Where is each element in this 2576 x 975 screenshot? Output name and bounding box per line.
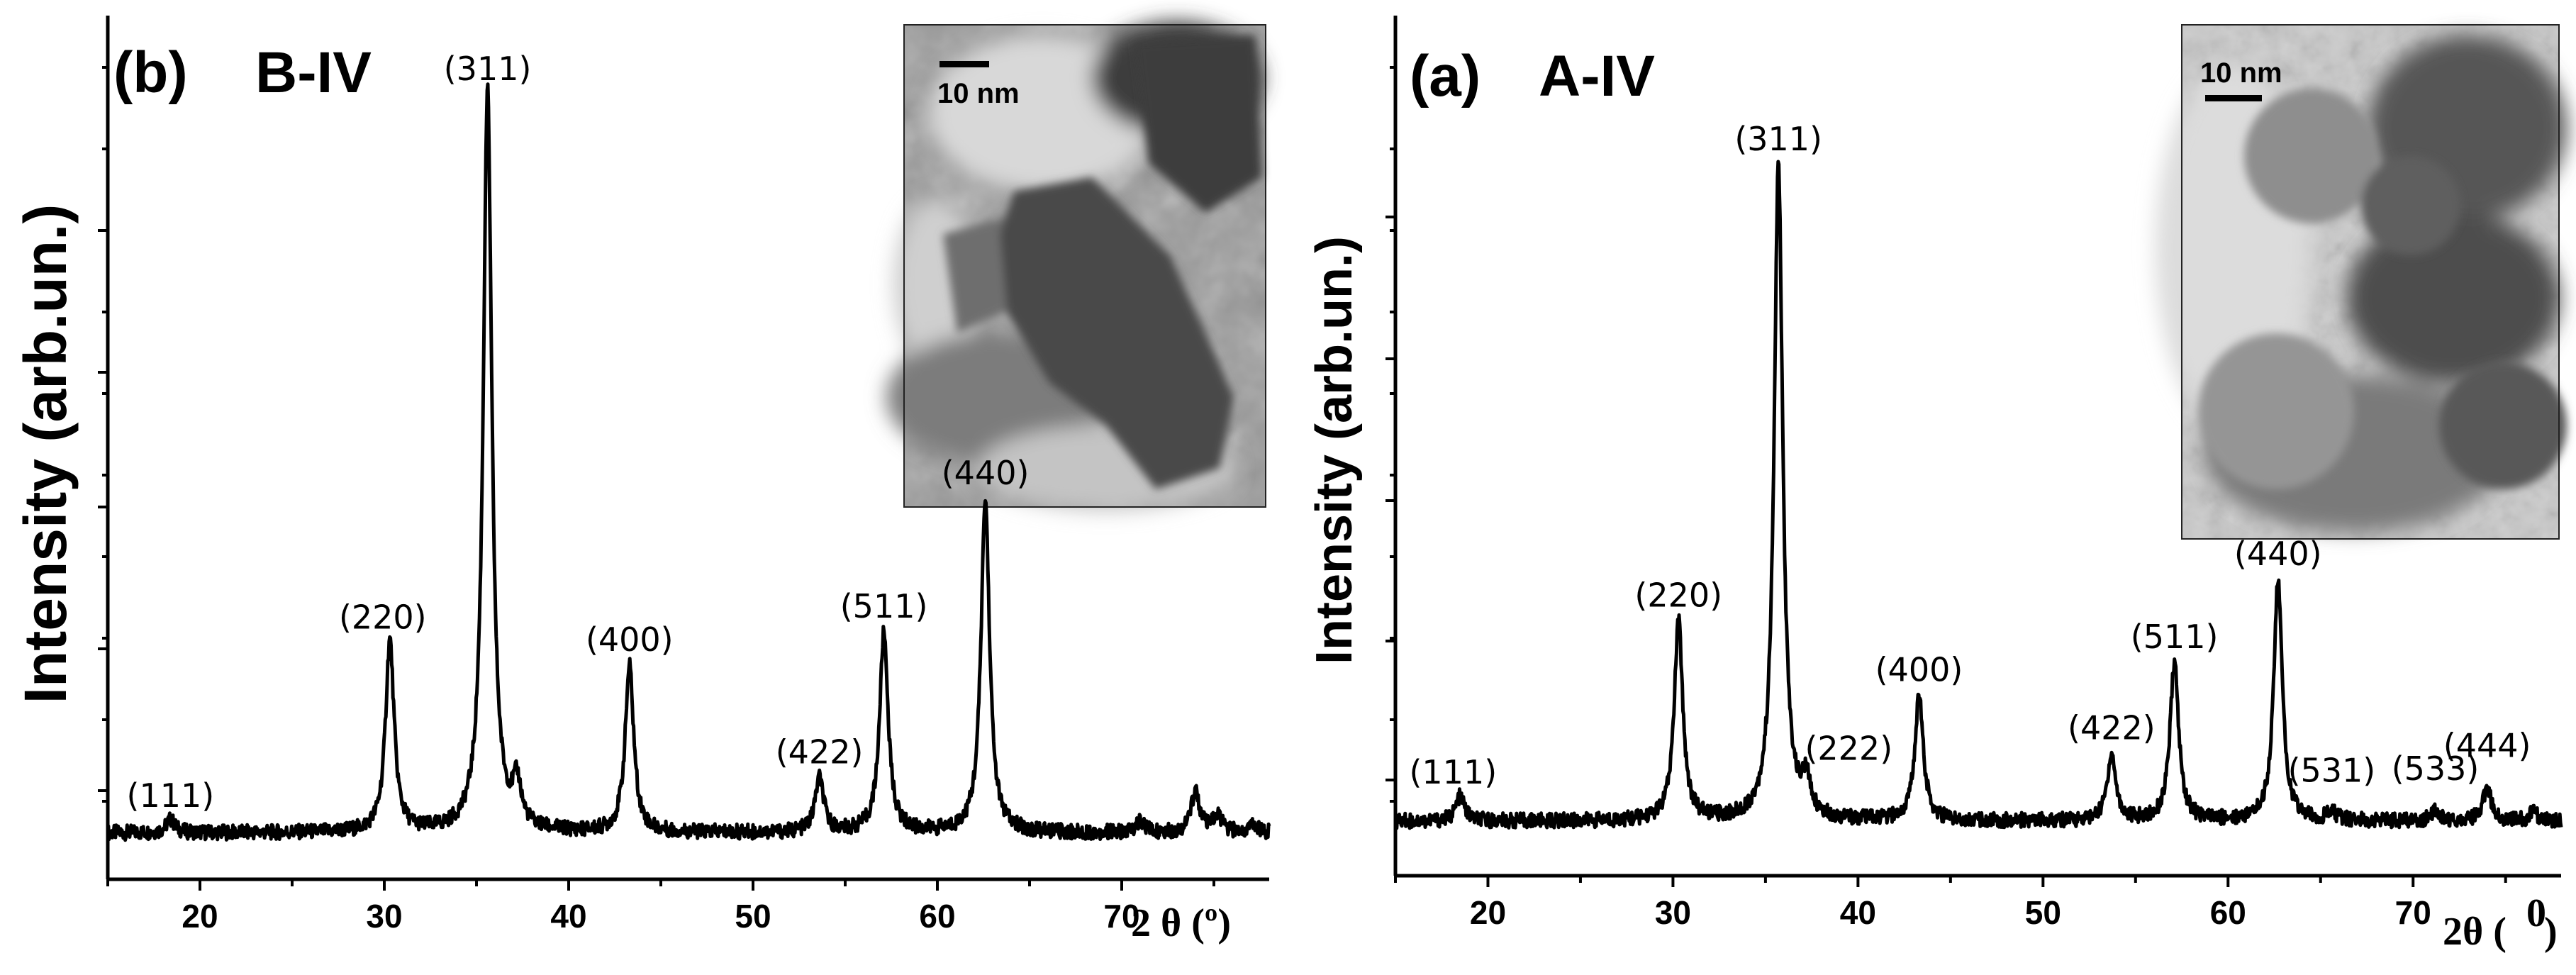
xrd-trace-a [1393,160,2563,830]
x-axis-label-a-main: 2θ ( [2443,910,2507,954]
x-axis-label-a: 2θ ( 0 ) [2443,891,2558,954]
scale-bar-a [2205,95,2262,101]
y-ticks-a [1385,66,1395,803]
peak-labels-a: (111) (220) (311) (222) (400) (422) (511) (440)… [1409,120,2531,791]
peak-label: (531) [2288,752,2376,790]
x-ticks-b: 20 30 40 50 60 70 [106,879,1215,935]
x-ticks-a: 20 30 40 50 60 70 [1394,876,2507,931]
y-ticks-b [98,66,108,803]
x-axis-label-b: 2 θ (º) [1131,901,1231,945]
scale-bar-b [939,61,989,67]
peak-label: (511) [2131,618,2219,656]
peak-label: (311) [1734,120,1822,158]
panel-b: 10 nm 20 30 40 50 60 70 Intensity (arb.un.) (… [12,16,1271,945]
tem-inset-a: 10 nm [2156,24,2567,540]
peak-label: (111) [1409,753,1497,791]
x-tick-label: 40 [1840,894,1876,931]
scale-bar-label-b: 10 nm [937,78,1020,109]
x-axis-label-a-sup: 0 [2526,891,2546,935]
panel-title-b: B-IV [255,40,372,105]
x-tick-label: 30 [366,898,402,935]
peak-label: (220) [1634,576,1722,614]
peak-label: (220) [339,598,427,637]
peak-label: (111) [127,776,215,815]
x-axis-label-a-end: ) [2544,910,2558,954]
peak-labels-b: (111) (220) (311) (400) (422) (511) (440) [127,50,1030,815]
x-tick-label: 20 [182,898,218,935]
peak-label: (222) [1805,729,1892,767]
x-tick-label: 50 [2025,894,2061,931]
peak-label: (533) [2392,750,2480,788]
x-tick-label: 70 [2395,894,2431,931]
panel-title-a: A-IV [1539,44,1655,108]
x-tick-label: 50 [735,898,771,935]
x-tick-label: 30 [1655,894,1691,931]
panel-label-a: (a) [1410,44,1481,108]
peak-label: (311) [444,50,532,88]
x-tick-label: 20 [1470,894,1506,931]
peak-label: (400) [1875,651,1963,689]
tem-inset-b: 10 nm [886,21,1266,511]
scale-bar-label-a: 10 nm [2200,57,2282,89]
peak-label: (444) [2443,726,2531,764]
xrd-trace-b [106,82,1271,842]
x-tick-label: 70 [1103,898,1139,935]
peak-label: (440) [942,454,1030,492]
peak-label: (422) [776,732,864,771]
peak-label: (511) [840,587,928,625]
x-tick-label: 60 [919,898,955,935]
x-tick-label: 40 [550,898,586,935]
y-axis-label-a: Intensity (arb.un.) [1306,236,1363,664]
y-axis-label-b: Intensity (arb.un.) [12,204,79,704]
peak-label: (440) [2234,535,2322,573]
peak-label: (400) [586,620,674,659]
panel-label-b: (b) [113,40,188,105]
peak-label: (422) [2068,709,2156,747]
panel-a: 10 nm 20 30 40 50 60 70 Intensity (arb.un.) (… [1306,16,2567,954]
x-tick-label: 60 [2210,894,2246,931]
